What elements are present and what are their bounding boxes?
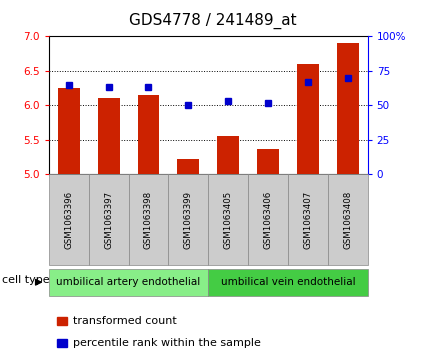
Text: GSM1063407: GSM1063407 (303, 191, 312, 249)
Bar (138, 95, 159, 174)
Text: GSM1063406: GSM1063406 (264, 191, 272, 249)
Bar (177, 159, 199, 174)
Text: cell type: cell type (2, 276, 50, 285)
Text: GSM1063398: GSM1063398 (144, 191, 153, 249)
Bar (58, 88, 80, 174)
Bar (217, 136, 239, 174)
Bar (257, 149, 279, 174)
Text: GSM1063399: GSM1063399 (184, 191, 193, 249)
Text: GSM1063405: GSM1063405 (224, 191, 232, 249)
Text: GDS4778 / 241489_at: GDS4778 / 241489_at (129, 13, 296, 29)
Text: umbilical artery endothelial: umbilical artery endothelial (57, 277, 201, 287)
Text: umbilical vein endothelial: umbilical vein endothelial (221, 277, 355, 287)
Bar (337, 43, 359, 174)
Text: percentile rank within the sample: percentile rank within the sample (73, 338, 261, 348)
Text: GSM1063397: GSM1063397 (104, 191, 113, 249)
Text: GSM1063396: GSM1063396 (64, 191, 73, 249)
Text: GSM1063408: GSM1063408 (343, 191, 352, 249)
Bar (98, 98, 119, 174)
Text: transformed count: transformed count (73, 316, 177, 326)
Bar (297, 64, 319, 174)
